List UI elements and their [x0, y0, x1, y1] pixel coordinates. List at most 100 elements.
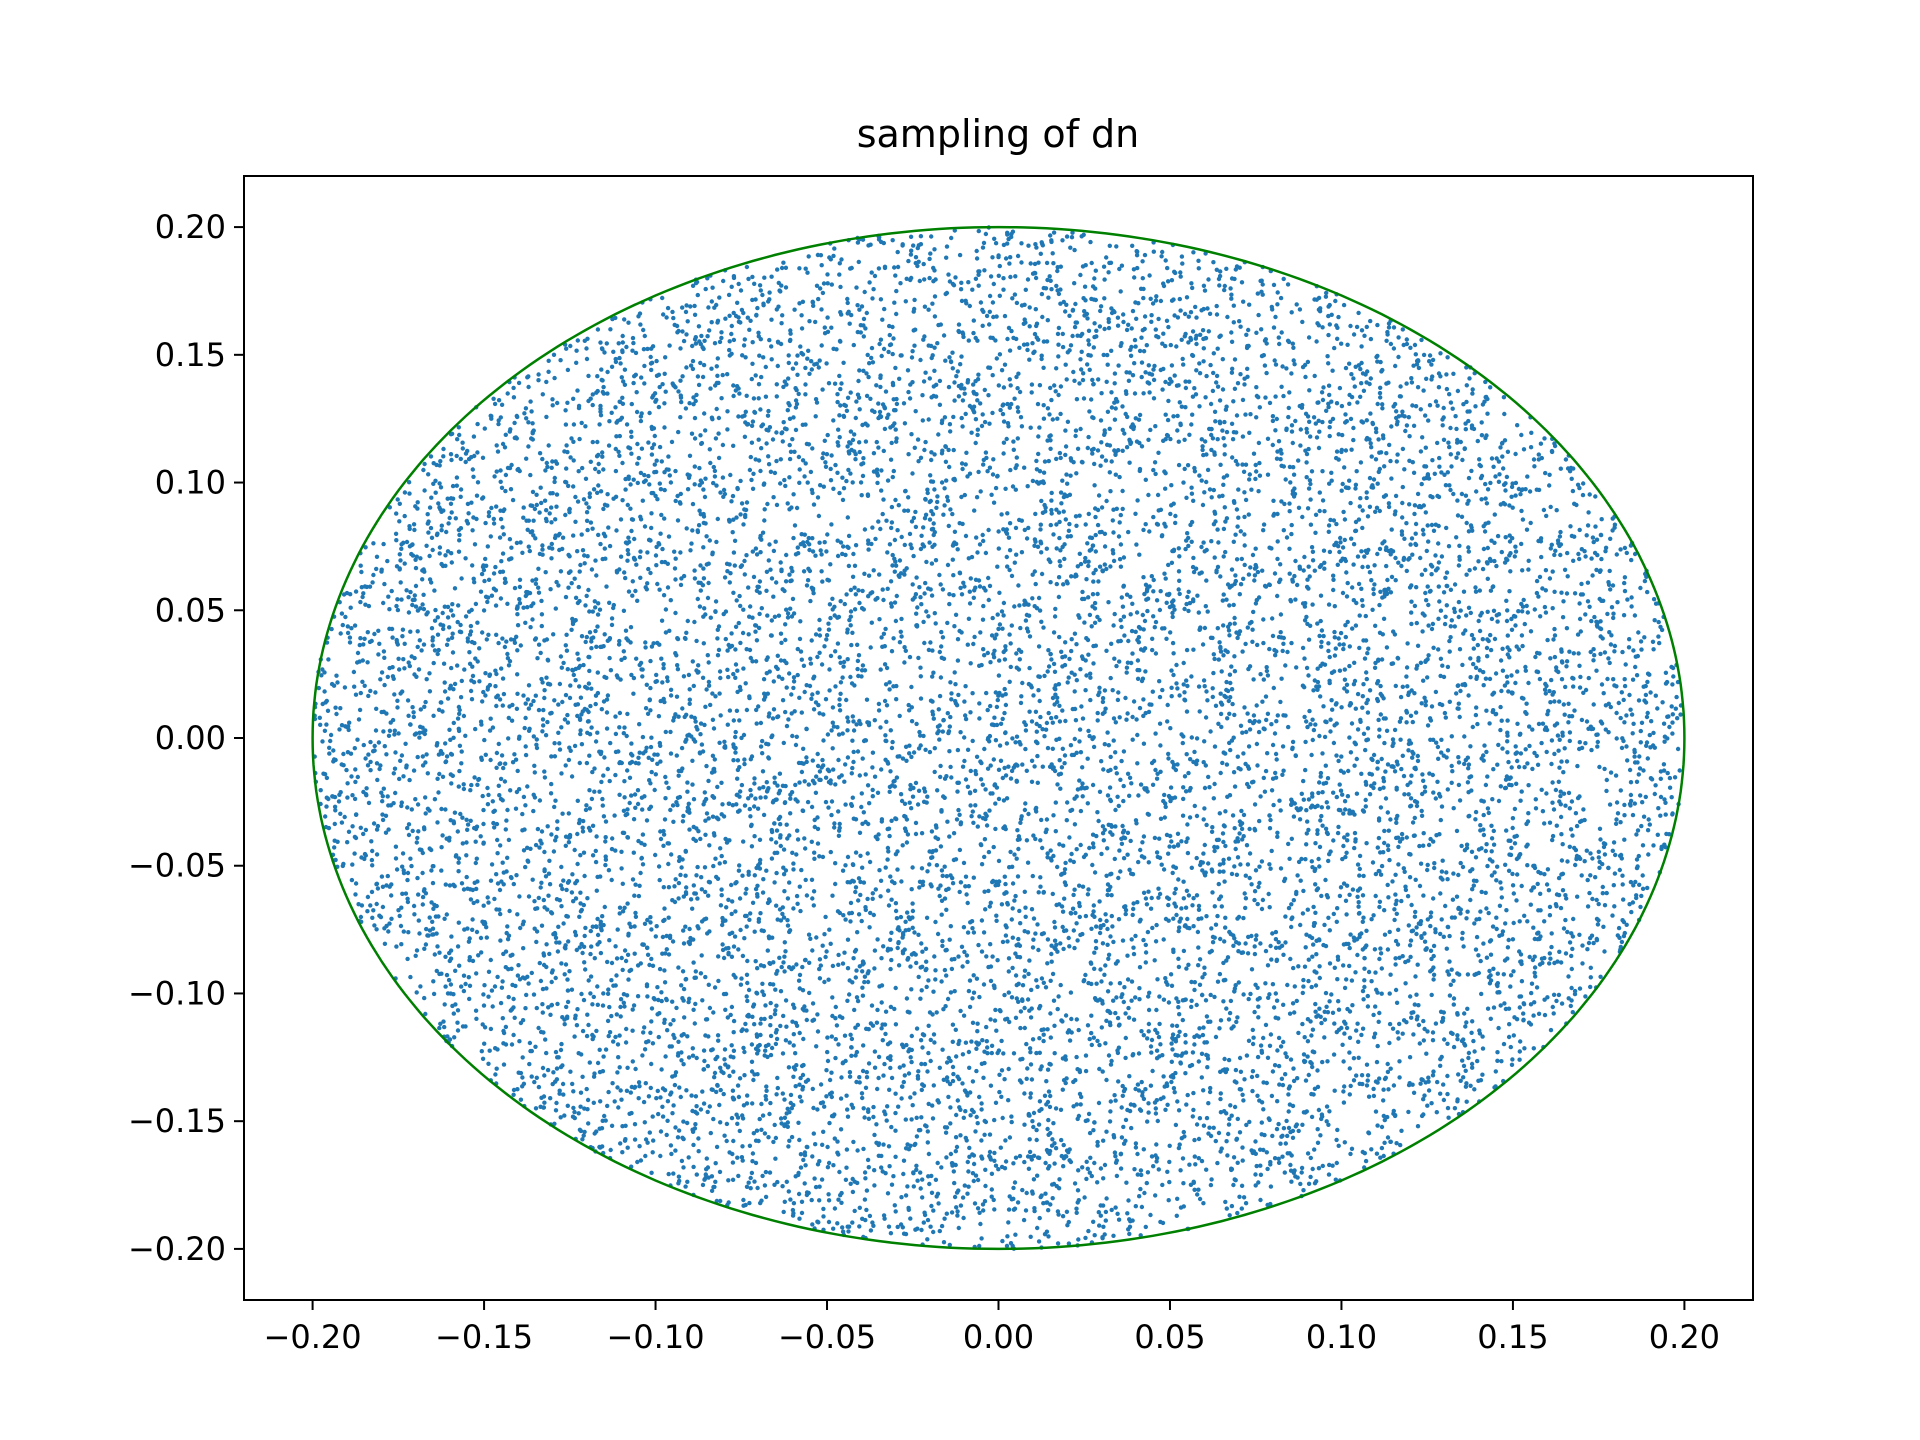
scatter-point	[1108, 675, 1113, 681]
scatter-point	[718, 490, 723, 495]
scatter-point	[1429, 362, 1434, 367]
scatter-point	[587, 806, 592, 811]
scatter-point	[1525, 919, 1530, 924]
scatter-point	[1118, 289, 1123, 294]
scatter-point	[1423, 567, 1428, 573]
scatter-point	[622, 905, 627, 910]
scatter-point	[1304, 831, 1310, 836]
scatter-point	[952, 670, 957, 675]
scatter-point	[1359, 1073, 1365, 1078]
scatter-point	[1230, 366, 1235, 371]
scatter-point	[1483, 890, 1488, 895]
scatter-point	[1340, 590, 1346, 596]
scatter-point	[1481, 832, 1487, 838]
scatter-point	[526, 981, 531, 986]
scatter-point	[1123, 1138, 1128, 1144]
scatter-point	[1640, 843, 1646, 848]
scatter-point	[1444, 870, 1449, 875]
scatter-point	[670, 309, 675, 315]
scatter-point	[830, 893, 835, 898]
scatter-point	[1017, 908, 1022, 914]
scatter-point	[830, 746, 835, 751]
scatter-point	[1146, 363, 1152, 368]
scatter-point	[782, 889, 787, 894]
scatter-point	[809, 877, 815, 882]
scatter-point	[808, 469, 814, 475]
scatter-point	[1181, 682, 1186, 687]
scatter-point	[1545, 637, 1550, 643]
scatter-point	[987, 322, 992, 327]
scatter-point	[974, 495, 980, 500]
scatter-point	[572, 743, 578, 749]
scatter-point	[1012, 560, 1017, 565]
scatter-point	[1337, 549, 1342, 555]
scatter-point	[798, 1165, 804, 1170]
scatter-point	[1192, 386, 1197, 391]
scatter-point	[1283, 1141, 1289, 1146]
scatter-point	[1414, 803, 1420, 809]
scatter-point	[1144, 902, 1150, 907]
scatter-point	[1433, 689, 1439, 695]
scatter-point	[733, 734, 738, 740]
scatter-point	[1332, 635, 1338, 640]
scatter-point	[1281, 768, 1286, 773]
scatter-point	[683, 976, 689, 982]
scatter-point	[646, 440, 651, 445]
scatter-point	[424, 926, 429, 932]
scatter-point	[1530, 957, 1536, 963]
scatter-point	[534, 737, 539, 742]
scatter-point	[879, 635, 884, 640]
scatter-point	[622, 725, 627, 730]
scatter-point	[1371, 752, 1377, 758]
scatter-point	[861, 1043, 866, 1048]
scatter-point	[1118, 777, 1123, 782]
scatter-point	[1184, 839, 1189, 844]
scatter-point	[505, 656, 511, 661]
scatter-point	[1563, 457, 1569, 462]
scatter-point	[581, 850, 587, 855]
scatter-point	[962, 492, 967, 498]
scatter-point	[1431, 528, 1437, 533]
scatter-point	[1317, 1006, 1322, 1011]
scatter-point	[1032, 349, 1037, 354]
scatter-point	[1041, 416, 1047, 421]
scatter-point	[536, 372, 541, 377]
scatter-point	[829, 1034, 834, 1039]
scatter-point	[1523, 747, 1528, 752]
scatter-point	[1564, 664, 1569, 669]
scatter-point	[482, 983, 487, 988]
scatter-point	[1074, 642, 1079, 647]
scatter-point	[1258, 672, 1263, 677]
scatter-point	[1039, 498, 1044, 504]
scatter-point	[593, 859, 599, 865]
scatter-point	[1020, 983, 1026, 988]
scatter-point	[1427, 359, 1432, 364]
scatter-point	[950, 366, 955, 371]
scatter-point	[1061, 1164, 1066, 1169]
scatter-point	[802, 836, 807, 841]
scatter-point	[837, 373, 842, 379]
scatter-point	[649, 927, 654, 932]
scatter-point	[1114, 995, 1119, 1000]
scatter-point	[526, 420, 531, 425]
scatter-point	[483, 520, 488, 526]
scatter-point	[1080, 377, 1086, 383]
scatter-point	[1235, 1015, 1240, 1020]
scatter-point	[742, 1049, 747, 1055]
scatter-point	[1179, 337, 1184, 342]
scatter-point	[844, 697, 849, 703]
scatter-point	[1458, 1078, 1463, 1084]
scatter-point	[1470, 391, 1475, 396]
scatter-point	[1625, 597, 1630, 602]
scatter-point	[546, 871, 552, 876]
scatter-point	[509, 966, 514, 971]
scatter-point	[1386, 586, 1391, 591]
scatter-point	[1361, 873, 1366, 879]
scatter-point	[1109, 893, 1114, 898]
scatter-point	[1184, 709, 1190, 714]
scatter-point	[928, 1037, 933, 1043]
scatter-point	[1328, 717, 1333, 722]
scatter-point	[1232, 712, 1237, 718]
scatter-point	[399, 800, 404, 805]
scatter-point	[1121, 999, 1127, 1005]
